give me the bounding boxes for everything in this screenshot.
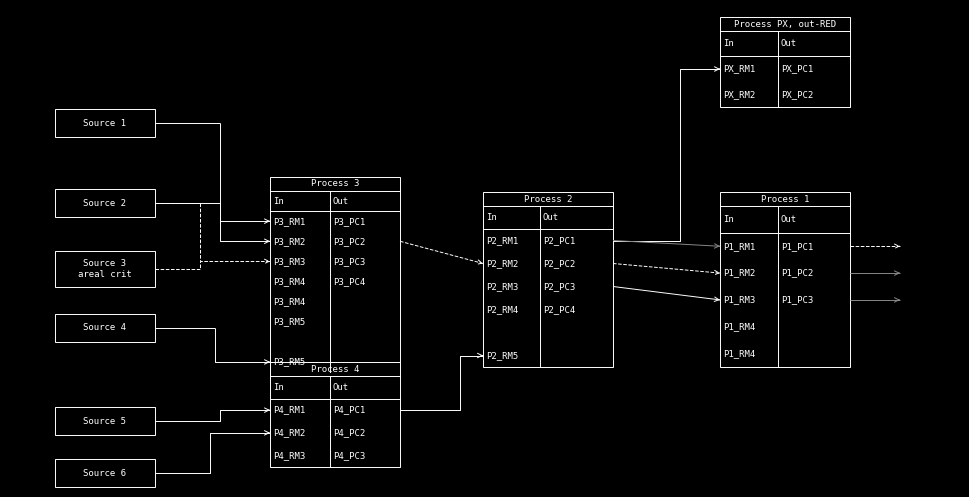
Text: In: In: [722, 39, 733, 48]
Text: Source 3
areal crit: Source 3 areal crit: [78, 259, 132, 279]
Text: Out: Out: [543, 213, 558, 222]
Text: P1_RM4: P1_RM4: [722, 349, 755, 358]
Text: P2_PC4: P2_PC4: [543, 305, 575, 314]
Text: P3_RM4: P3_RM4: [272, 277, 305, 286]
Text: PX_RM2: PX_RM2: [722, 90, 755, 99]
Text: P3_PC3: P3_PC3: [332, 257, 365, 266]
Text: P2_RM3: P2_RM3: [485, 282, 517, 291]
Text: Process 2: Process 2: [523, 194, 572, 203]
Text: P3_RM2: P3_RM2: [272, 237, 305, 246]
Text: P4_RM2: P4_RM2: [272, 428, 305, 437]
Text: P2_RM5: P2_RM5: [485, 351, 517, 360]
Bar: [55, 189, 155, 217]
Text: Source 4: Source 4: [83, 324, 126, 332]
Text: P3_PC4: P3_PC4: [332, 277, 365, 286]
Text: P4_PC1: P4_PC1: [332, 406, 365, 414]
Bar: [55, 251, 155, 287]
Text: P1_RM1: P1_RM1: [722, 242, 755, 251]
Text: P1_RM3: P1_RM3: [722, 295, 755, 305]
Text: PX_PC1: PX_PC1: [780, 65, 812, 74]
Text: Process 1: Process 1: [760, 194, 808, 203]
Text: P2_RM2: P2_RM2: [485, 259, 517, 268]
Text: P2_PC1: P2_PC1: [543, 236, 575, 245]
Bar: [483, 192, 612, 367]
Text: P1_PC3: P1_PC3: [780, 295, 812, 305]
Text: P3_PC1: P3_PC1: [332, 217, 365, 226]
Text: Process 4: Process 4: [310, 364, 359, 374]
Text: P1_PC2: P1_PC2: [780, 268, 812, 278]
Text: Out: Out: [332, 383, 349, 392]
Text: P2_RM1: P2_RM1: [485, 236, 517, 245]
Bar: [55, 407, 155, 435]
Text: Process PX, out-RED: Process PX, out-RED: [734, 19, 835, 28]
Text: P2_PC3: P2_PC3: [543, 282, 575, 291]
Text: Source 5: Source 5: [83, 416, 126, 425]
Text: P1_PC1: P1_PC1: [780, 242, 812, 251]
Text: P3_RM4: P3_RM4: [272, 297, 305, 306]
Text: P4_RM1: P4_RM1: [272, 406, 305, 414]
Bar: [269, 362, 399, 467]
Bar: [55, 109, 155, 137]
Text: Source 2: Source 2: [83, 198, 126, 208]
Text: Out: Out: [780, 215, 797, 224]
Text: P4_PC3: P4_PC3: [332, 451, 365, 460]
Text: Out: Out: [780, 39, 797, 48]
Text: In: In: [485, 213, 496, 222]
Text: P1_RM2: P1_RM2: [722, 268, 755, 278]
Text: P3_RM1: P3_RM1: [272, 217, 305, 226]
Text: P3_RM3: P3_RM3: [272, 257, 305, 266]
Text: P3_RM5: P3_RM5: [272, 317, 305, 326]
Text: PX_RM1: PX_RM1: [722, 65, 755, 74]
Bar: [55, 314, 155, 342]
Bar: [55, 459, 155, 487]
Text: Source 1: Source 1: [83, 118, 126, 128]
Text: Process 3: Process 3: [310, 179, 359, 188]
Text: Source 6: Source 6: [83, 469, 126, 478]
Text: P1_RM4: P1_RM4: [722, 322, 755, 331]
Text: P2_PC2: P2_PC2: [543, 259, 575, 268]
Text: P4_PC2: P4_PC2: [332, 428, 365, 437]
Text: In: In: [722, 215, 733, 224]
Text: P2_RM4: P2_RM4: [485, 305, 517, 314]
Bar: [719, 192, 849, 367]
Text: In: In: [272, 383, 284, 392]
Text: PX_PC2: PX_PC2: [780, 90, 812, 99]
Text: In: In: [272, 196, 284, 206]
Bar: [719, 17, 849, 107]
Bar: [269, 177, 399, 372]
Text: P3_RM5: P3_RM5: [272, 357, 305, 366]
Text: Out: Out: [332, 196, 349, 206]
Text: P3_PC2: P3_PC2: [332, 237, 365, 246]
Text: P4_RM3: P4_RM3: [272, 451, 305, 460]
